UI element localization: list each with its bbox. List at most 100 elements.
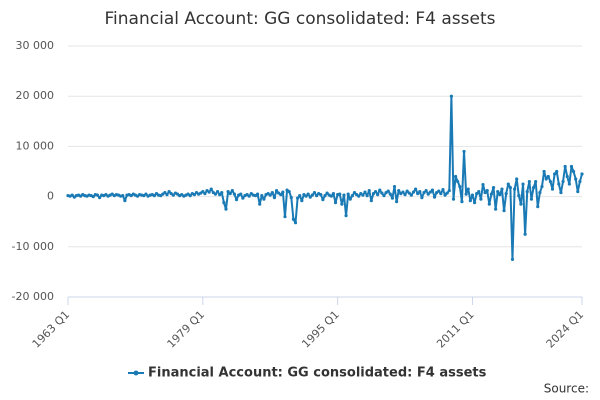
point (563, 164, 567, 169)
x-tick-label: 1995 Q1 (299, 308, 342, 351)
point (373, 189, 378, 194)
point (483, 190, 487, 195)
point (540, 184, 544, 189)
point (548, 179, 553, 184)
point (121, 193, 125, 198)
point (239, 192, 243, 196)
point (395, 200, 399, 204)
point (382, 193, 386, 198)
point (420, 196, 424, 200)
series-line (67, 95, 583, 261)
point (411, 190, 416, 194)
legend-marker (133, 370, 139, 376)
source-label: Source: (544, 382, 589, 396)
point (470, 193, 475, 197)
point (475, 191, 479, 196)
point (70, 193, 74, 197)
point (531, 185, 536, 190)
point (527, 179, 531, 184)
point (352, 190, 357, 195)
point (451, 197, 456, 201)
point (422, 190, 426, 195)
point (262, 197, 266, 201)
point (163, 190, 167, 195)
point (479, 197, 483, 201)
point (574, 177, 578, 181)
point (207, 190, 211, 194)
chart-title: Financial Account: GG consolidated: F4 a… (105, 9, 496, 29)
point (255, 192, 260, 196)
point (171, 193, 175, 197)
y-tick-label: 10 000 (16, 139, 55, 152)
point (462, 149, 466, 154)
point (443, 193, 447, 197)
point (365, 193, 369, 198)
point (340, 202, 344, 206)
point (409, 193, 413, 197)
point (312, 190, 317, 195)
point (454, 174, 458, 179)
point (272, 196, 277, 200)
point (152, 193, 156, 198)
point (331, 191, 336, 196)
point (376, 192, 380, 197)
point (534, 179, 538, 184)
point (510, 257, 515, 261)
point (270, 190, 274, 195)
y-tick-label: 0 (47, 190, 54, 203)
x-tick-label: 2024 Q1 (544, 308, 587, 351)
point (468, 199, 472, 203)
point (234, 198, 239, 202)
point (323, 193, 327, 198)
point (390, 196, 395, 200)
point (441, 187, 445, 192)
point (91, 195, 95, 199)
point (361, 193, 365, 197)
point (203, 191, 207, 196)
point (289, 196, 293, 200)
point (380, 191, 384, 195)
point (578, 179, 582, 184)
point (529, 197, 534, 201)
point (449, 94, 453, 98)
point (555, 169, 559, 174)
x-tick-label: 2011 Q1 (434, 308, 477, 351)
point (458, 184, 462, 189)
point (487, 202, 491, 206)
point (392, 184, 397, 189)
point (224, 207, 228, 211)
point (464, 192, 468, 196)
point (525, 189, 529, 194)
point (426, 192, 430, 196)
point (378, 188, 382, 192)
point (213, 192, 218, 196)
point (550, 187, 555, 191)
point (167, 189, 171, 194)
point (388, 192, 392, 196)
point (494, 207, 498, 211)
point (576, 189, 580, 194)
point (218, 192, 222, 197)
point (447, 188, 451, 193)
y-tick-label: -20 000 (12, 290, 54, 303)
point (557, 182, 561, 186)
point (472, 201, 477, 205)
point (325, 191, 329, 195)
point (567, 182, 571, 186)
point (401, 190, 405, 194)
point (430, 188, 435, 192)
point (580, 172, 584, 176)
point (519, 202, 523, 206)
point (344, 214, 348, 218)
point (500, 187, 504, 191)
point (201, 189, 205, 194)
point (536, 205, 540, 209)
point (319, 192, 323, 197)
point (416, 191, 420, 196)
point (314, 193, 319, 198)
point (287, 189, 291, 194)
point (348, 197, 352, 201)
point (386, 189, 390, 193)
point (523, 232, 527, 236)
